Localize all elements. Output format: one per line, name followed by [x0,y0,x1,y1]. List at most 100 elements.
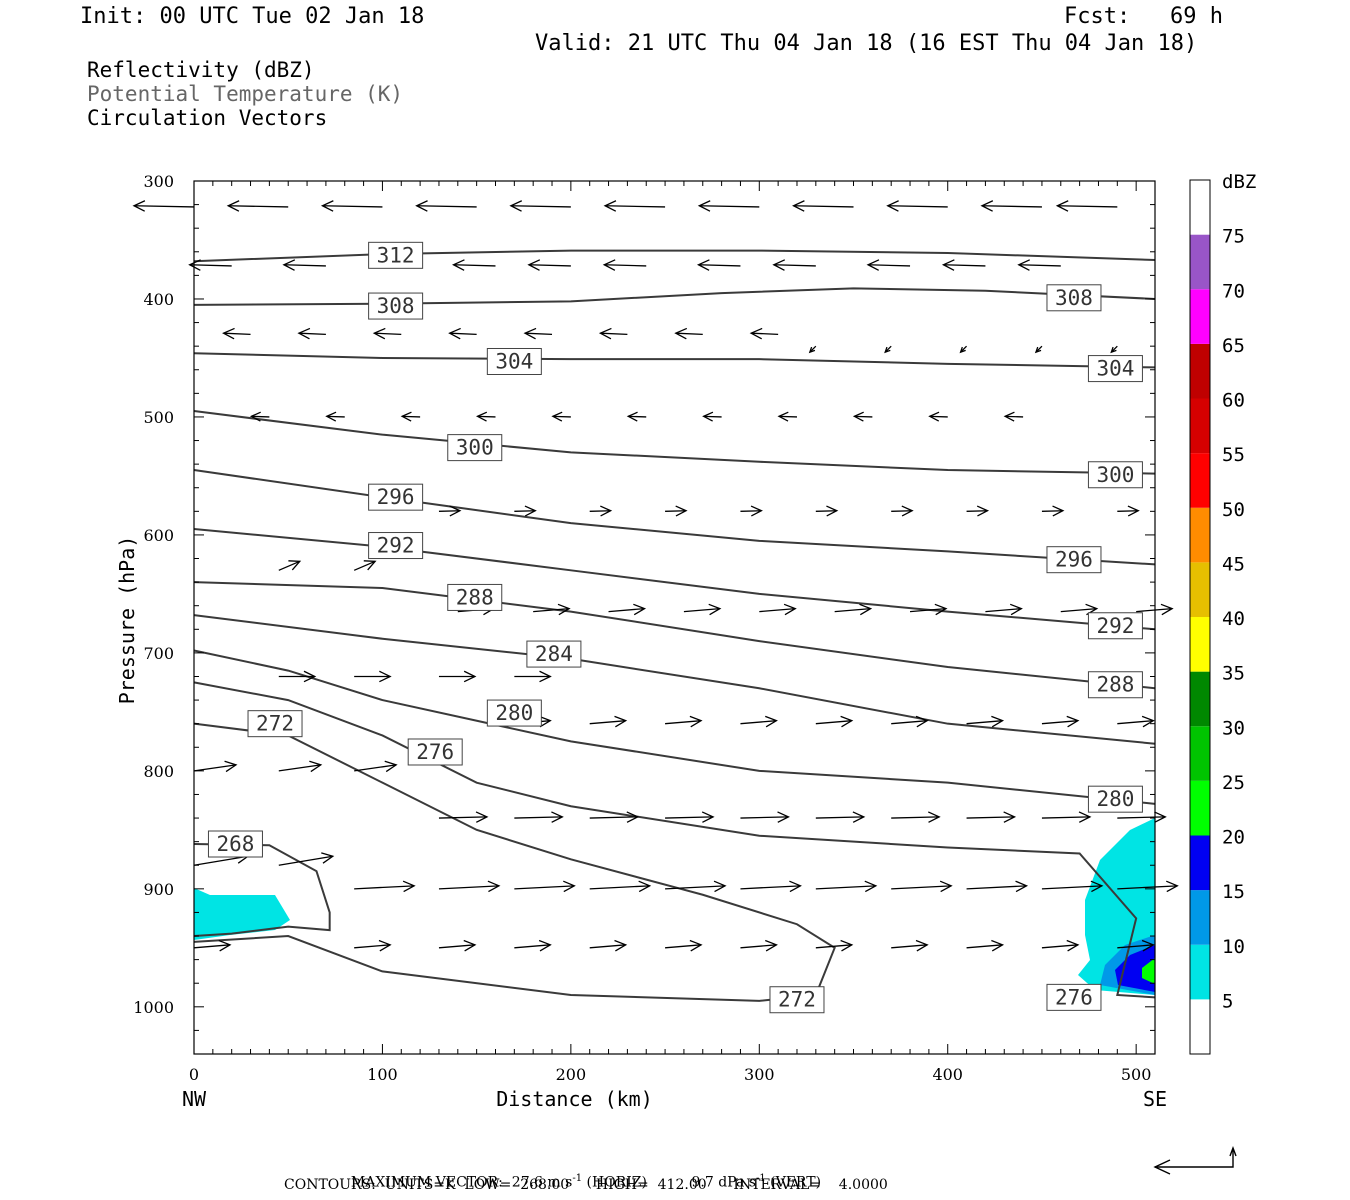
circulation-vector [533,603,571,616]
theta-contour-label-text: 304 [1096,357,1134,381]
colorbar-level-label: 45 [1222,553,1245,575]
circulation-vector [226,200,289,212]
contours-info: CONTOURS: UNITS=K LOW= 268.00 HIGH= 412.… [284,1177,888,1193]
theta-contour-300 [193,410,1156,475]
y-tick-label: 500 [143,408,174,427]
circulation-vector [966,811,1017,823]
colorbar-level-label: 30 [1222,717,1245,739]
circulation-vector [891,715,929,728]
circulation-vector [1110,345,1118,354]
theta-contour-label-text: 304 [495,349,533,373]
theta-contour-276 [193,681,1156,999]
theta-contour-label-text: 288 [456,585,494,609]
circulation-vector [665,939,703,952]
reflectivity-15dbz-east [1115,945,1155,992]
circulation-vector [278,670,317,683]
colorbar-level-label: 50 [1222,499,1245,521]
theta-contour-label-text: 300 [456,436,494,460]
circulation-vector [354,670,392,683]
circulation-vector [891,880,953,893]
theta-contour-label-text: 284 [535,642,573,666]
theta-contour-label: 288 [447,583,503,611]
colorbar-swatch [1190,999,1210,1054]
circulation-vector [354,939,392,952]
theta-contour-label-text: 292 [377,534,415,558]
circulation-vector [514,505,537,517]
circulation-vector [602,259,647,271]
circulation-vector [941,259,986,271]
theta-contour-label: 280 [486,699,542,727]
max-vector-horiz: 27.6 m s [511,1174,573,1191]
theta-contour-label-text: 288 [1096,673,1134,697]
y-tick-label: 900 [143,880,174,899]
colorbar-swatch [1190,726,1210,781]
circulation-vector [665,880,727,893]
theta-contour-label: 308 [368,292,424,320]
circulation-vector [438,811,489,823]
colorbar-swatch [1190,562,1210,617]
circulation-vector [852,411,873,422]
circulation-vector [1136,603,1174,616]
circulation-vector [415,200,477,212]
circulation-vector [523,327,553,340]
circulation-vector [815,939,854,952]
circulation-vector [815,715,854,728]
colorbar: 5 10 15 20 25 30 35 40 45 50 55 60 65 70 75 dBZ [1189,171,1256,1055]
circulation-vector [438,505,462,517]
circulation-vector [1117,811,1167,823]
colorbar-level-label: 15 [1222,881,1245,903]
circulation-vector [683,603,722,616]
theta-contour-288 [193,581,1156,690]
circulation-vector [1003,411,1024,422]
circulation-vector [966,715,1005,728]
theta-contour-label: 300 [1087,461,1143,489]
circulation-vector [448,327,477,340]
init-time: Init: 00 UTC Tue 02 Jan 18 [80,4,425,29]
circulation-vector [354,880,416,893]
circulation-vector [740,811,790,823]
contour-labels: 312 308 308 304 304 300 300 296 296 292 292 288 288 2… [207,241,1143,1014]
theta-contour-label: 272 [247,710,303,738]
theta-contour-296 [193,469,1156,566]
circulation-vector [1017,259,1061,271]
colorbar-swatch [1190,398,1210,454]
colorbar-level-label: 25 [1222,772,1245,794]
theta-contour-label-text: 280 [1096,787,1134,811]
circulation-vector [808,345,817,354]
theta-contour-312 [193,249,1156,263]
circulation-vector [1117,715,1155,728]
circulation-vector [966,505,990,517]
circulation-vector [603,200,666,212]
circulation-vector [674,327,703,340]
circulation-vector [777,411,798,422]
circulation-vector [866,259,911,271]
theta-contour-292 [193,528,1156,631]
theta-contour-label: 300 [447,434,503,462]
max-vector-horiz-tag: (HORIZ) [586,1174,647,1191]
circulation-vector [1117,939,1155,952]
theta-contour-label: 304 [486,347,542,375]
colorbar-level-label: 20 [1222,827,1245,849]
max-vector-vert-unit: -1 [755,1173,766,1184]
theta-contour-308 [193,287,1156,306]
x-end-right-label: SE [1143,1087,1167,1111]
colorbar-swatch [1190,289,1210,344]
theta-contour-label-text: 268 [216,832,254,856]
circulation-vector [551,411,571,422]
x-tick-label: 300 [744,1065,775,1084]
colorbar-level-label: 55 [1222,444,1245,466]
y-axis-label: Pressure (hPa) [115,536,139,705]
theta-contour-304 [193,352,1156,369]
circulation-vector [891,811,941,823]
colorbar-level-label: 70 [1222,280,1245,302]
theta-contour-label: 280 [1087,785,1143,813]
theta-contour-label: 268 [207,830,263,858]
circulation-vector [966,880,1029,893]
circulation-vector [1117,880,1179,893]
legend-potential-temperature: Potential Temperature (K) [87,82,404,106]
circulation-vector [589,811,640,823]
circulation-vector [696,259,741,271]
circulation-vector [193,760,238,773]
circulation-vector [589,939,628,952]
